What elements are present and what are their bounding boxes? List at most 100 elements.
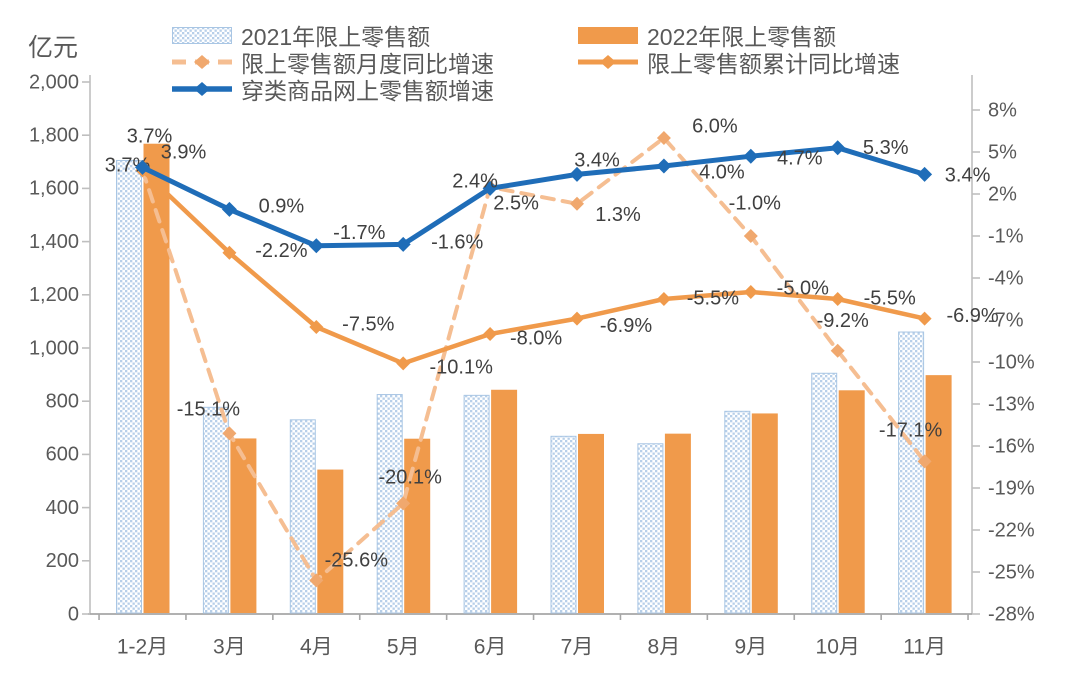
x-axis-category-label: 7月 xyxy=(561,636,594,659)
data-label: 3.9% xyxy=(161,142,207,164)
data-label: -7.5% xyxy=(342,313,394,335)
bar-2022-7月 xyxy=(578,433,604,613)
legend-label: 限上零售额月度同比增速 xyxy=(241,51,494,77)
blue-line-swatch-icon xyxy=(172,82,232,96)
marker-solid-blue-10月 xyxy=(830,140,846,156)
left-axis-tick-label: 1,400 xyxy=(29,231,79,253)
bar-2021-7月 xyxy=(550,435,577,614)
data-label: -5.5% xyxy=(864,287,916,309)
data-label: 0.9% xyxy=(259,196,305,218)
left-axis-tick-label: 1,600 xyxy=(29,178,79,200)
data-label: -2.2% xyxy=(255,240,307,262)
left-axis-tick-label: 2,000 xyxy=(29,71,79,93)
marker-solid-blue-7月 xyxy=(569,166,585,182)
bar-2022-5月 xyxy=(404,438,431,613)
data-label: -6.9% xyxy=(946,305,998,327)
line-solid-orange xyxy=(140,167,927,366)
right-axis-tick-label: -16% xyxy=(988,435,1035,457)
data-label: 4.0% xyxy=(699,161,745,183)
legend-item-monthly-growth: 限上零售额月度同比增速 xyxy=(172,49,494,77)
right-axis-tick-label: -4% xyxy=(988,267,1024,289)
bar-2021-4月 xyxy=(289,419,316,614)
marker-solid-orange-3月 xyxy=(222,245,237,260)
right-axis-tick-label: -25% xyxy=(988,561,1035,583)
data-label: -25.6% xyxy=(325,550,389,572)
right-axis-tick-label: -19% xyxy=(988,477,1035,499)
legend-label: 2022年限上零售额 xyxy=(647,24,837,50)
line-solid-blue xyxy=(140,145,928,249)
data-label: -1.7% xyxy=(333,222,385,244)
left-axis-tick-label: 400 xyxy=(46,497,79,519)
right-axis-tick-label: -28% xyxy=(988,603,1035,625)
data-label: 3.4% xyxy=(574,150,620,172)
legend-item-2021-bars: 2021年限上零售额 xyxy=(172,22,430,50)
bar-2021-11月 xyxy=(898,331,925,614)
marker-solid-blue-5月 xyxy=(395,236,411,252)
marker-solid-blue-9月 xyxy=(743,148,759,164)
data-label: -9.2% xyxy=(817,310,869,332)
data-label: 5.3% xyxy=(863,137,909,159)
solid-bar-swatch-icon xyxy=(578,26,638,44)
bar-2021-10月 xyxy=(811,372,838,614)
marker-solid-blue-11月 xyxy=(917,166,933,182)
data-label: -20.1% xyxy=(379,467,443,489)
data-label: 3.7% xyxy=(127,125,173,147)
bar-2021-3月 xyxy=(202,406,229,614)
x-axis-category-label: 11月 xyxy=(903,636,946,659)
bar-2022-10月 xyxy=(838,390,865,613)
right-axis-tick-label: -1% xyxy=(988,225,1024,247)
data-label: 2.5% xyxy=(493,192,539,214)
x-axis-category-label: 5月 xyxy=(387,636,420,659)
bar-2022-3月 xyxy=(230,438,257,613)
left-axis-tick-label: 1,800 xyxy=(29,124,79,146)
legend-item-cumulative-growth: 限上零售额累计同比增速 xyxy=(578,49,900,77)
marker-solid-orange-8月 xyxy=(656,292,671,306)
hatched-bar-swatch-icon xyxy=(172,26,232,44)
right-axis-tick-label: -22% xyxy=(988,519,1035,541)
bar-2022-11月 xyxy=(925,375,952,613)
marker-solid-blue-6月 xyxy=(482,180,498,196)
marker-dashed-8月 xyxy=(656,131,671,145)
marker-dashed-7月 xyxy=(570,196,584,211)
marker-solid-blue-3月 xyxy=(221,201,237,217)
left-axis-unit-label: 亿元 xyxy=(28,34,79,62)
bar-2021-1-2月 xyxy=(116,159,142,614)
legend-label: 限上零售额累计同比增速 xyxy=(647,51,900,77)
marker-solid-orange-6月 xyxy=(483,327,498,341)
bar-2022-6月 xyxy=(491,389,518,613)
data-label: -17.1% xyxy=(879,420,943,442)
data-label: 4.7% xyxy=(777,147,823,169)
right-axis-tick-label: 5% xyxy=(988,141,1017,163)
data-label: -8.0% xyxy=(510,327,562,349)
data-label: 2.4% xyxy=(452,171,498,193)
marker-solid-blue-8月 xyxy=(656,158,672,174)
legend-item-online-clothing-growth: 穿类商品网上零售额增速 xyxy=(172,76,494,104)
left-axis-tick-label: 600 xyxy=(46,444,79,466)
x-axis-category-label: 8月 xyxy=(648,636,681,659)
data-label: -5.5% xyxy=(687,287,739,309)
data-label: -5.0% xyxy=(777,277,829,299)
left-axis-tick-label: 1,200 xyxy=(29,284,79,306)
x-axis-category-label: 1-2月 xyxy=(117,636,168,659)
marker-solid-orange-5月 xyxy=(396,356,411,371)
marker-solid-orange-10月 xyxy=(830,292,845,306)
bar-2022-1-2月 xyxy=(143,143,170,613)
left-axis-tick-label: 200 xyxy=(46,550,79,572)
x-axis-category-label: 6月 xyxy=(474,636,507,659)
data-label: 6.0% xyxy=(692,115,738,137)
marker-solid-blue-1-2月 xyxy=(135,159,150,175)
marker-dashed-9月 xyxy=(743,229,758,243)
left-axis-tick-label: 1,000 xyxy=(29,337,79,359)
bar-2022-8月 xyxy=(664,433,691,613)
dashed-line-swatch-icon xyxy=(172,55,232,69)
x-axis-category-label: 4月 xyxy=(300,636,333,659)
right-axis-tick-label: 2% xyxy=(988,183,1017,205)
data-label: -1.6% xyxy=(431,232,483,254)
bar-2021-6月 xyxy=(463,394,490,614)
data-label: 3.4% xyxy=(945,165,991,187)
bar-2021-9月 xyxy=(724,410,751,614)
legend-label: 穿类商品网上零售额增速 xyxy=(241,78,494,104)
data-label: -15.1% xyxy=(177,399,241,421)
left-axis-tick-label: 0 xyxy=(68,603,79,625)
